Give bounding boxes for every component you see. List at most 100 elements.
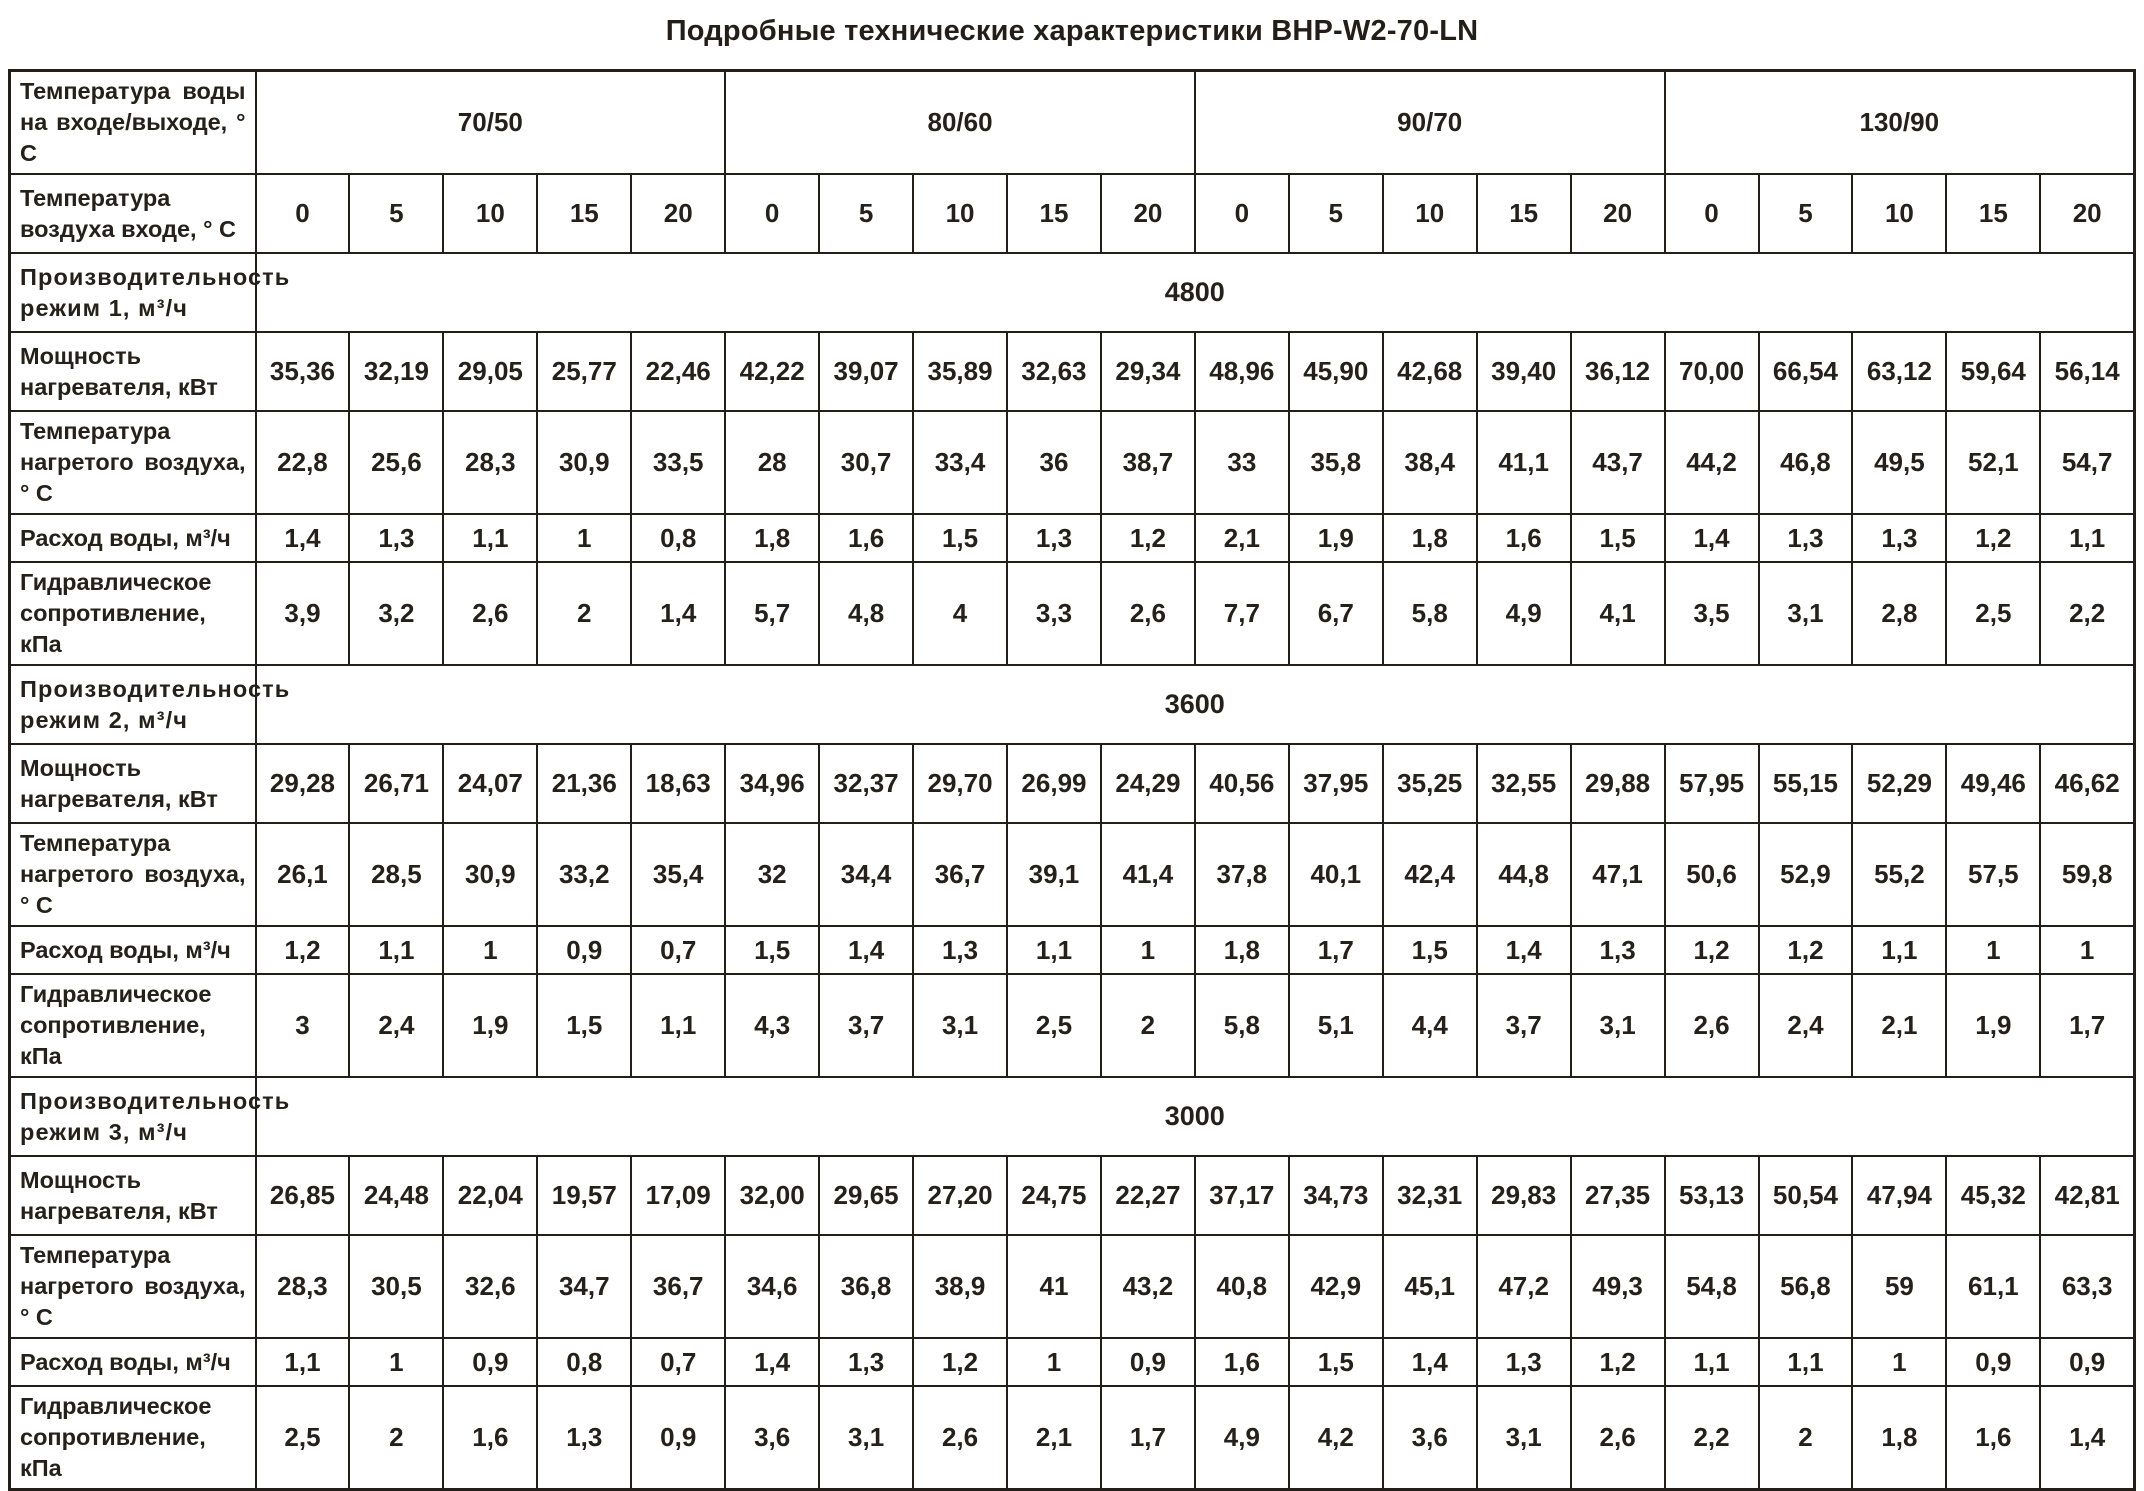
row-label-power: Мощность нагревателя, кВт [8, 1155, 257, 1237]
flow-cell: 0,8 [536, 1337, 633, 1388]
flow-cell: 1,2 [912, 1337, 1008, 1388]
air-out-cell: 50,6 [1663, 822, 1760, 928]
flow-cell: 1 [442, 925, 539, 976]
air-temp-cell: 20 [630, 173, 727, 255]
hydraulic-cell: 2,5 [254, 1385, 351, 1491]
power-cell: 40,56 [1193, 743, 1290, 825]
hydraulic-cell: 4,9 [1475, 561, 1572, 667]
flow-cell: 1 [1006, 1337, 1102, 1388]
air-temp-cell: 5 [1287, 173, 1384, 255]
air-out-cell: 54,8 [1663, 1234, 1760, 1340]
flow-cell: 1,5 [1569, 513, 1666, 564]
air-out-cell: 52,1 [1945, 410, 2042, 516]
hydraulic-cell: 4,8 [818, 561, 915, 667]
capacity-value: 4800 [254, 252, 2136, 334]
table-row: Гидравлическое сопро­тивление, кПа 2,5 2 1,… [8, 1385, 2136, 1491]
flow-cell: 1 [1099, 925, 1196, 976]
air-out-cell: 47,2 [1475, 1234, 1572, 1340]
power-cell: 42,68 [1381, 331, 1478, 413]
air-out-cell: 49,5 [1851, 410, 1948, 516]
air-out-cell: 28,3 [442, 410, 539, 516]
hydraulic-cell: 2,2 [2039, 561, 2136, 667]
row-label-capacity: Производительность режим 3, м³/ч [8, 1076, 289, 1158]
flow-cell: 1,2 [254, 925, 351, 976]
table-row: Температура нагретого воздуха, ° С 26,1 28… [8, 822, 2136, 928]
table-row: Температура воды на входе/выходе, ° С 70/… [8, 69, 2136, 176]
air-temp-cell: 20 [1569, 173, 1666, 255]
hydraulic-cell: 1,6 [1945, 1385, 2042, 1491]
flow-cell: 1,5 [912, 513, 1008, 564]
flow-cell: 1,8 [1381, 513, 1478, 564]
power-cell: 32,00 [724, 1155, 821, 1237]
air-out-cell: 54,7 [2039, 410, 2136, 516]
table-row: Расход воды, м³/ч 1,4 1,3 1,1 1 0,8 1,8 1,6 1,5 1… [8, 513, 2136, 564]
flow-cell: 1 [536, 513, 633, 564]
flow-cell: 1,9 [1287, 513, 1384, 564]
hydraulic-cell: 2,6 [912, 1385, 1008, 1491]
air-temp-cell: 0 [254, 173, 351, 255]
power-cell: 52,29 [1851, 743, 1948, 825]
hydraulic-cell: 5,8 [1381, 561, 1478, 667]
air-out-cell: 33 [1193, 410, 1290, 516]
power-cell: 17,09 [630, 1155, 727, 1237]
hydraulic-cell: 1,4 [2039, 1385, 2136, 1491]
hydraulic-cell: 2,4 [348, 973, 445, 1079]
air-temp-cell: 10 [1381, 173, 1478, 255]
power-cell: 32,37 [818, 743, 915, 825]
air-out-cell: 43,7 [1569, 410, 1666, 516]
power-cell: 26,99 [1006, 743, 1102, 825]
power-cell: 29,83 [1475, 1155, 1572, 1237]
flow-cell: 1,1 [2039, 513, 2136, 564]
row-label-hydraulic: Гидравлическое сопро­тивление, кПа [8, 973, 257, 1079]
power-cell: 29,88 [1569, 743, 1666, 825]
hydraulic-cell: 1,9 [1945, 973, 2042, 1079]
flow-cell: 1 [1945, 925, 2042, 976]
air-out-cell: 41 [1006, 1234, 1102, 1340]
flow-cell: 1,3 [348, 513, 445, 564]
air-out-cell: 33,5 [630, 410, 727, 516]
flow-cell: 1,2 [1099, 513, 1196, 564]
air-out-cell: 35,8 [1287, 410, 1384, 516]
power-cell: 59,64 [1945, 331, 2042, 413]
flow-cell: 1,1 [1757, 1337, 1854, 1388]
row-label-capacity: Производительность режим 1, м³/ч [8, 252, 289, 334]
air-out-cell: 36,8 [818, 1234, 915, 1340]
power-cell: 29,34 [1099, 331, 1196, 413]
hydraulic-cell: 2,6 [1663, 973, 1760, 1079]
flow-cell: 1,4 [1475, 925, 1572, 976]
flow-cell: 1 [1851, 1337, 1948, 1388]
air-out-cell: 30,7 [818, 410, 915, 516]
air-out-cell: 47,1 [1569, 822, 1666, 928]
air-out-cell: 38,9 [912, 1234, 1008, 1340]
air-temp-cell: 0 [724, 173, 821, 255]
power-cell: 66,54 [1757, 331, 1854, 413]
air-out-cell: 35,4 [630, 822, 727, 928]
air-out-cell: 34,7 [536, 1234, 633, 1340]
power-cell: 29,70 [912, 743, 1008, 825]
hydraulic-cell: 2,6 [1569, 1385, 1666, 1491]
hydraulic-cell: 2,1 [1006, 1385, 1102, 1491]
page: Подробные технические характеристики BHP… [0, 15, 2144, 1491]
air-out-cell: 30,5 [348, 1234, 445, 1340]
water-temp-group-header: 90/70 [1193, 69, 1666, 176]
table-row: Гидравлическое сопро­тивление, кПа 3 2,4 1,… [8, 973, 2136, 1079]
water-temp-group-header: 80/60 [724, 69, 1196, 176]
power-cell: 56,14 [2039, 331, 2136, 413]
power-cell: 46,62 [2039, 743, 2136, 825]
table-row: Гидравлическое сопро­тивление, кПа 3,9 3,2… [8, 561, 2136, 667]
row-label-power: Мощность нагревателя, кВт [8, 331, 257, 413]
power-cell: 35,25 [1381, 743, 1478, 825]
flow-cell: 1,3 [1851, 513, 1948, 564]
air-out-cell: 28,5 [348, 822, 445, 928]
row-label-air-out: Температура нагретого воздуха, ° С [8, 410, 257, 516]
row-label-flow: Расход воды, м³/ч [8, 513, 257, 564]
air-out-cell: 26,1 [254, 822, 351, 928]
flow-cell: 1,6 [1475, 513, 1572, 564]
flow-cell: 1 [348, 1337, 445, 1388]
hydraulic-cell: 2,4 [1757, 973, 1854, 1079]
hydraulic-cell: 6,7 [1287, 561, 1384, 667]
air-out-cell: 55,2 [1851, 822, 1948, 928]
flow-cell: 1,3 [912, 925, 1008, 976]
power-cell: 36,12 [1569, 331, 1666, 413]
air-out-cell: 42,9 [1287, 1234, 1384, 1340]
